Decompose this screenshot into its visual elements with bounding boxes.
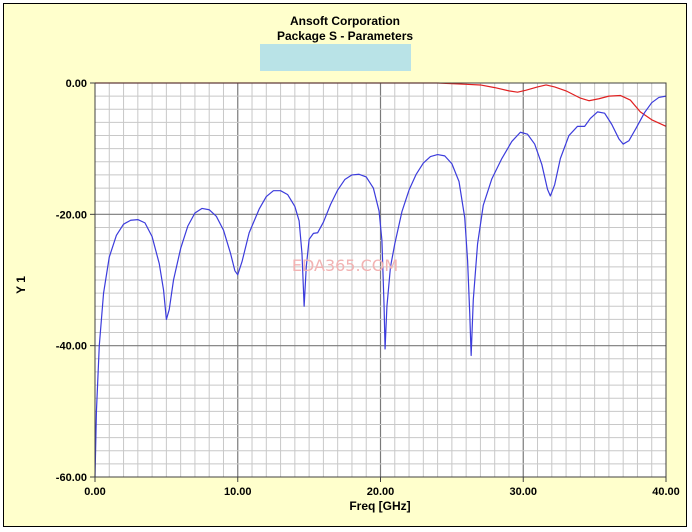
x-tick-label: 20.00 [367,486,395,498]
x-tick-label: 30.00 [509,486,537,498]
grid [95,83,666,477]
legend-box[interactable] [260,44,411,71]
x-axis-label: Freq [GHz] [349,499,410,513]
y-tick-label: -20.00 [56,209,87,221]
chart-title: Ansoft Corporation [290,14,400,28]
y-tick-label: -60.00 [56,472,87,484]
x-tick-label: 40.00 [652,486,680,498]
tick-labels: 0.00 10.00 20.00 30.00 40.00 0.00 -20.00 -40.00… [56,78,680,498]
watermark: EDA365.COM [292,256,398,275]
series-line-2 [94,95,667,478]
chart-subtitle: Package S - Parameters [276,29,414,43]
y-axis-label: Y 1 [14,276,28,294]
x-tick-label: 10.00 [224,486,252,498]
x-tick-label: 0.00 [84,486,105,498]
y-tick-label: 0.00 [66,78,87,90]
y-tick-label: -40.00 [56,341,87,353]
